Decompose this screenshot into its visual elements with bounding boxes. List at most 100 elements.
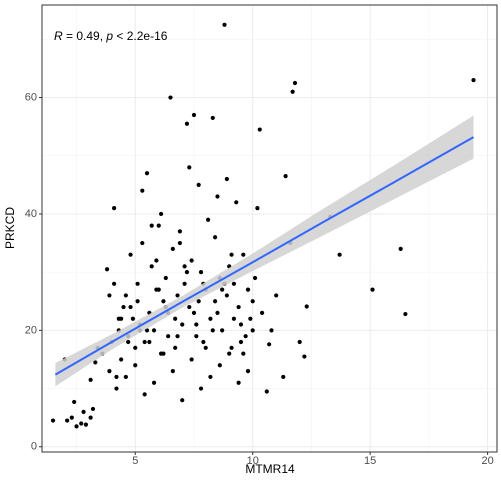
point bbox=[208, 316, 213, 321]
point bbox=[182, 281, 187, 286]
annotation-r-value: = 0.49, bbox=[63, 29, 107, 43]
point bbox=[114, 386, 119, 391]
point bbox=[88, 377, 93, 382]
point bbox=[135, 299, 140, 304]
point bbox=[144, 328, 150, 333]
point bbox=[79, 421, 84, 426]
point bbox=[151, 380, 157, 385]
point bbox=[194, 334, 199, 339]
point bbox=[302, 354, 307, 359]
point bbox=[196, 182, 201, 187]
point bbox=[255, 206, 260, 211]
point bbox=[252, 275, 258, 281]
point bbox=[161, 351, 166, 356]
point bbox=[220, 287, 225, 292]
point bbox=[170, 246, 175, 251]
point bbox=[257, 127, 262, 132]
point bbox=[65, 418, 70, 423]
point bbox=[248, 316, 253, 321]
point bbox=[250, 299, 255, 304]
point bbox=[224, 176, 229, 182]
point bbox=[231, 281, 237, 286]
point bbox=[267, 342, 272, 347]
point bbox=[227, 351, 232, 356]
point bbox=[189, 258, 194, 263]
point bbox=[104, 267, 110, 272]
y-axis-title: PRKCD bbox=[3, 207, 17, 249]
point bbox=[191, 112, 197, 118]
point bbox=[283, 174, 288, 179]
point bbox=[107, 368, 112, 374]
point bbox=[154, 258, 159, 263]
point bbox=[130, 316, 136, 321]
point bbox=[196, 299, 201, 304]
point bbox=[184, 270, 190, 275]
point bbox=[234, 200, 239, 205]
point bbox=[205, 217, 211, 222]
point bbox=[133, 345, 138, 350]
point bbox=[370, 287, 375, 292]
point bbox=[151, 328, 157, 333]
x-tick-label: 5 bbox=[132, 455, 138, 467]
point bbox=[119, 357, 124, 362]
annotation-p: p bbox=[105, 29, 113, 43]
point bbox=[231, 316, 237, 321]
point bbox=[173, 345, 178, 350]
y-tick-label: 0 bbox=[31, 441, 37, 453]
point bbox=[156, 223, 161, 228]
point bbox=[224, 293, 229, 298]
point bbox=[245, 287, 251, 292]
point bbox=[210, 328, 215, 333]
point bbox=[88, 415, 93, 420]
point bbox=[149, 223, 154, 228]
point bbox=[93, 360, 98, 365]
panel-border bbox=[41, 4, 498, 453]
point bbox=[114, 374, 119, 380]
point bbox=[175, 293, 180, 298]
point bbox=[215, 310, 220, 315]
point bbox=[123, 374, 128, 380]
point bbox=[198, 270, 204, 275]
point bbox=[128, 304, 133, 310]
point bbox=[177, 229, 182, 234]
point bbox=[241, 252, 246, 257]
point bbox=[297, 339, 302, 345]
point bbox=[264, 389, 269, 394]
annotation: R = 0.49, p < 2.2e-16 bbox=[54, 29, 168, 43]
point bbox=[215, 194, 220, 199]
point bbox=[156, 287, 161, 292]
point bbox=[180, 398, 185, 403]
annotation-r: R bbox=[54, 29, 63, 43]
point bbox=[147, 339, 152, 345]
point bbox=[250, 328, 255, 333]
point bbox=[126, 339, 131, 345]
point bbox=[191, 310, 197, 315]
point bbox=[213, 299, 218, 304]
annotation-p-value: < 2.2e-16 bbox=[113, 29, 168, 43]
point bbox=[163, 275, 168, 281]
point bbox=[274, 293, 279, 298]
point bbox=[229, 252, 234, 257]
point bbox=[213, 235, 218, 240]
point bbox=[140, 188, 145, 193]
point bbox=[142, 392, 147, 397]
y-tick-label: 20 bbox=[25, 324, 37, 336]
point bbox=[74, 424, 79, 429]
point bbox=[220, 328, 225, 333]
point bbox=[50, 418, 56, 423]
point bbox=[161, 299, 166, 304]
point bbox=[238, 322, 244, 327]
confidence-band bbox=[55, 115, 474, 387]
point bbox=[236, 380, 241, 385]
point bbox=[245, 368, 251, 374]
point bbox=[116, 316, 121, 321]
point bbox=[187, 304, 192, 310]
x-tick-label: 10 bbox=[247, 455, 259, 467]
point bbox=[229, 345, 234, 350]
point bbox=[208, 374, 213, 380]
point bbox=[121, 304, 126, 310]
point bbox=[142, 339, 147, 345]
point bbox=[180, 322, 185, 327]
